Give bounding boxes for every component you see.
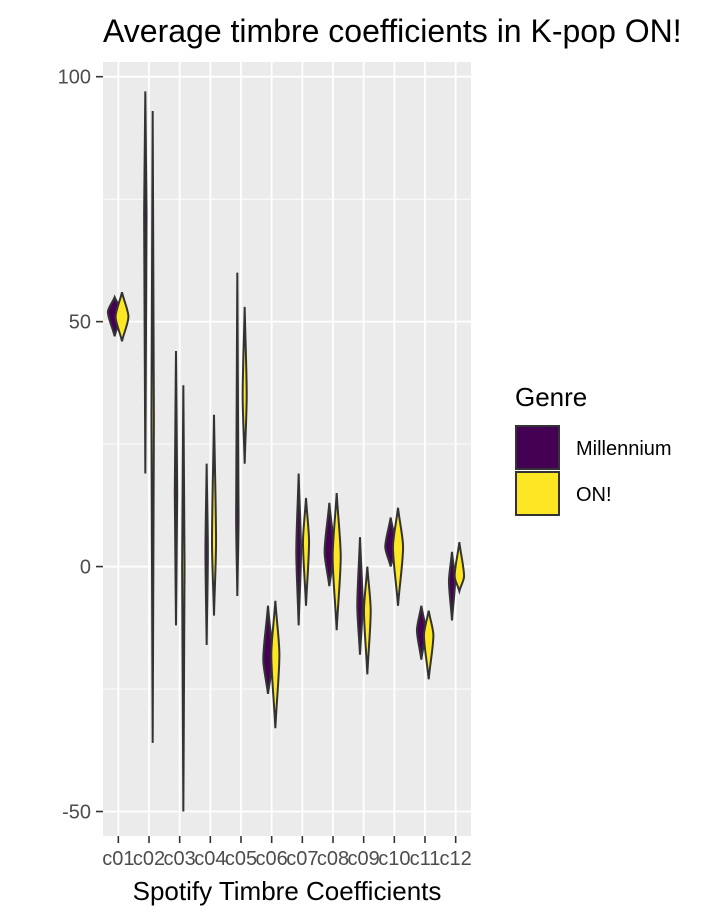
x-tick-label: c05 xyxy=(225,848,257,870)
violin-on-c12 xyxy=(453,541,466,595)
legend-key-millennium xyxy=(515,425,560,470)
violin-on-c07 xyxy=(301,497,311,606)
violin-on-c08 xyxy=(331,493,342,631)
violin-on-c10 xyxy=(391,507,405,606)
x-tick-label: c04 xyxy=(194,848,226,870)
x-tick-label: c06 xyxy=(256,848,288,870)
violin-millennium-c05 xyxy=(235,272,240,596)
violin-on-c02 xyxy=(150,110,155,743)
plot-panel xyxy=(103,62,471,836)
x-tick-label: c02 xyxy=(133,848,165,870)
legend-key-on xyxy=(515,471,560,516)
violin-millennium-c09 xyxy=(356,537,364,655)
y-tick-label: -50 xyxy=(62,802,91,824)
x-tick-label: c07 xyxy=(286,848,318,870)
violin-millennium-c04 xyxy=(204,463,209,645)
violin-on-c06 xyxy=(270,600,281,729)
legend-label-on: ON! xyxy=(576,484,612,506)
violin-on-c05 xyxy=(241,306,248,464)
grid-lines xyxy=(103,62,471,836)
x-tick-label: c01 xyxy=(102,848,134,870)
y-axis: -50 0 50 100 xyxy=(58,67,103,824)
y-tick-label: 0 xyxy=(80,557,91,579)
legend-entries: Millennium ON! xyxy=(515,425,672,516)
violin-millennium-c02 xyxy=(143,91,148,474)
x-tick-label: c03 xyxy=(164,848,196,870)
x-tick-label: c08 xyxy=(317,848,349,870)
y-tick-label: 100 xyxy=(58,67,91,89)
legend-title: Genre xyxy=(515,382,587,412)
violin-on-c11 xyxy=(422,610,435,680)
violin-on-c04 xyxy=(210,414,218,616)
violin-millennium-c03 xyxy=(173,351,179,626)
chart-title: Average timbre coefficients in K-pop ON! xyxy=(103,13,682,49)
x-tick-label: c09 xyxy=(348,848,380,870)
violins-layer xyxy=(106,91,466,812)
violin-on-c01 xyxy=(114,292,130,342)
legend: Genre Millennium ON! xyxy=(515,382,672,516)
x-tick-label: c11 xyxy=(410,848,441,870)
x-axis-title: Spotify Timbre Coefficients xyxy=(133,876,442,906)
violin-millennium-c07 xyxy=(295,473,303,626)
y-tick-label: 50 xyxy=(69,312,91,334)
legend-label-millennium: Millennium xyxy=(576,438,672,460)
x-tick-label: c12 xyxy=(440,848,472,870)
x-tick-label: c10 xyxy=(378,848,410,870)
violin-on-c03 xyxy=(181,385,186,812)
violin-on-c09 xyxy=(362,566,372,675)
